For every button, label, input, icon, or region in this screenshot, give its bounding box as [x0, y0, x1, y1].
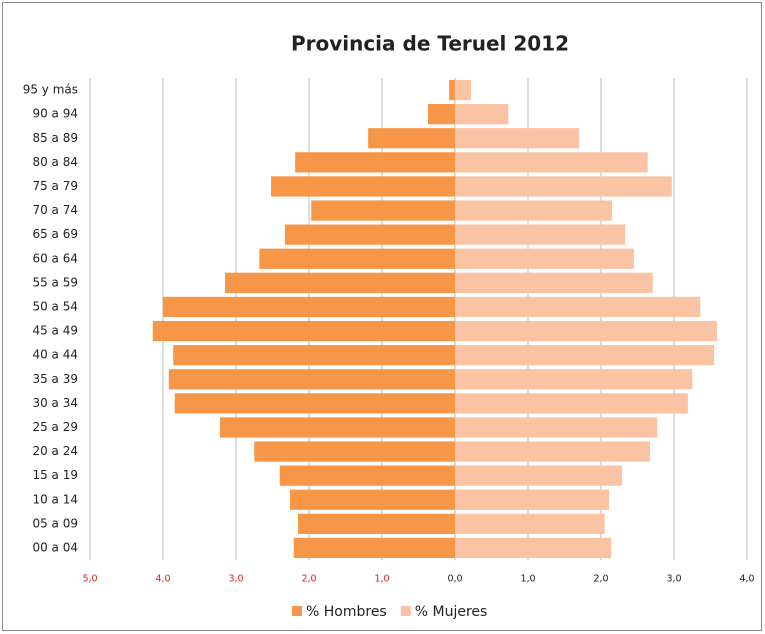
bar — [455, 296, 701, 318]
bar — [173, 345, 455, 366]
y-tick-label: 50 a 54 — [32, 299, 78, 313]
y-tick-label: 45 a 49 — [32, 324, 78, 338]
y-tick-label: 05 a 09 — [32, 516, 78, 530]
x-tick-label: 4,0 — [739, 574, 754, 585]
bar — [455, 79, 472, 101]
x-tick-label: 3,0 — [228, 574, 243, 585]
legend-swatch — [292, 606, 302, 616]
bar — [168, 369, 455, 390]
x-tick-label: 1,0 — [520, 574, 535, 585]
bar — [279, 465, 455, 486]
bar — [455, 128, 580, 149]
y-tick-label: 40 a 44 — [32, 348, 78, 362]
bar — [455, 345, 715, 366]
bar — [298, 513, 455, 534]
bar — [455, 369, 693, 390]
bar — [219, 417, 455, 438]
y-tick-label: 75 a 79 — [32, 179, 78, 193]
bar — [455, 513, 605, 534]
y-tick-label: 10 a 14 — [32, 492, 78, 506]
y-tick-label: 95 y más — [23, 83, 78, 97]
bar — [225, 272, 455, 293]
bar — [449, 79, 455, 101]
bar — [455, 272, 653, 293]
bar — [455, 537, 612, 559]
bar — [427, 104, 455, 125]
y-tick-label: 80 a 84 — [32, 155, 78, 169]
bar — [271, 176, 455, 197]
chart-title: Provincia de Teruel 2012 — [291, 32, 569, 56]
bar — [455, 417, 658, 438]
y-tick-label: 85 a 89 — [32, 131, 78, 145]
y-tick-label: 65 a 69 — [32, 227, 78, 241]
bar — [455, 320, 718, 342]
y-tick-label: 20 a 24 — [32, 444, 78, 458]
legend-swatch — [400, 606, 411, 616]
bar — [293, 537, 455, 559]
y-tick-label: 35 a 39 — [32, 372, 78, 386]
bar — [455, 104, 509, 125]
bar — [284, 224, 455, 245]
x-tick-label: 2,0 — [593, 574, 608, 585]
y-tick-label: 55 a 59 — [32, 275, 78, 289]
y-tick-label: 25 a 29 — [32, 420, 78, 434]
y-tick-label: 00 a 04 — [32, 540, 78, 554]
y-tick-label: 60 a 64 — [32, 251, 78, 265]
bar — [163, 296, 455, 318]
bar — [311, 200, 455, 221]
bar — [455, 393, 688, 414]
y-tick-label: 15 a 19 — [32, 468, 78, 482]
bar — [290, 489, 455, 510]
bar — [455, 200, 612, 221]
bar — [455, 441, 650, 462]
bar — [455, 152, 648, 173]
x-tick-label: 0,0 — [447, 574, 462, 585]
x-tick-label: 4,0 — [155, 574, 170, 585]
legend-label: % Mujeres — [415, 604, 488, 620]
bar — [455, 176, 672, 197]
bar — [152, 320, 455, 342]
bar — [455, 224, 626, 245]
bar — [295, 152, 455, 173]
y-tick-label: 30 a 34 — [32, 396, 78, 410]
bar — [254, 441, 455, 462]
bar — [455, 489, 610, 510]
bar — [174, 393, 455, 414]
x-tick-label: 3,0 — [666, 574, 681, 585]
x-tick-label: 5,0 — [82, 574, 97, 585]
legend-label: % Hombres — [306, 604, 387, 620]
bar — [259, 248, 455, 269]
x-tick-label: 1,0 — [374, 574, 389, 585]
y-tick-label: 70 a 74 — [32, 203, 78, 217]
bar — [455, 248, 634, 269]
x-tick-label: 2,0 — [301, 574, 316, 585]
bar — [368, 128, 455, 149]
y-tick-label: 90 a 94 — [32, 107, 78, 121]
bar — [455, 465, 623, 486]
